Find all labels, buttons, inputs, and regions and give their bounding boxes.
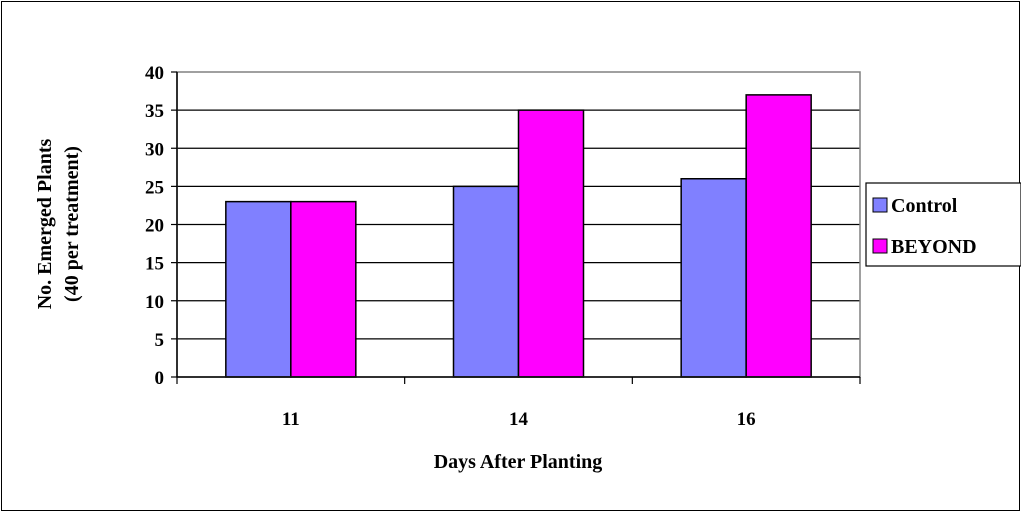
bar-beyond-16 bbox=[745, 94, 812, 378]
y-tick-label: 0 bbox=[155, 368, 165, 389]
bar-beyond-14 bbox=[517, 109, 585, 378]
x-axis-title: Days After Planting bbox=[434, 451, 603, 473]
x-tick-labels: 11 14 16 bbox=[282, 409, 756, 430]
y-tick-label: 40 bbox=[145, 63, 164, 84]
bar-control-14 bbox=[452, 185, 520, 378]
legend: Control BEYOND bbox=[865, 182, 1021, 267]
y-tick-label: 15 bbox=[145, 254, 164, 275]
bar-beyond-11 bbox=[290, 200, 357, 378]
y-tick-label: 20 bbox=[145, 216, 164, 237]
y-axis-title-line-2: (40 per treatment) bbox=[61, 146, 83, 302]
y-tick-label: 30 bbox=[145, 139, 164, 160]
bar-control-11 bbox=[225, 200, 292, 378]
y-tick-labels: 0 5 10 15 20 25 30 35 40 bbox=[145, 63, 164, 389]
legend-swatch-control bbox=[872, 197, 888, 213]
y-axis-title-line-1: No. Emerged Plants bbox=[34, 139, 56, 310]
x-tick-label: 11 bbox=[282, 409, 300, 430]
legend-label-control: Control bbox=[891, 195, 958, 217]
legend-swatch-beyond bbox=[872, 238, 888, 254]
legend-box bbox=[865, 182, 1021, 267]
y-tick-label: 35 bbox=[145, 101, 164, 122]
axes bbox=[171, 71, 861, 384]
x-tick-label: 14 bbox=[509, 409, 529, 430]
y-tick-label: 10 bbox=[145, 292, 164, 313]
y-axis-title: No. Emerged Plants (40 per treatment) bbox=[34, 139, 83, 310]
legend-label-beyond: BEYOND bbox=[891, 236, 977, 258]
bar-control-16 bbox=[680, 178, 747, 378]
x-tick-label: 16 bbox=[737, 409, 756, 430]
y-tick-label: 25 bbox=[145, 177, 164, 198]
y-tick-label: 5 bbox=[155, 330, 165, 351]
